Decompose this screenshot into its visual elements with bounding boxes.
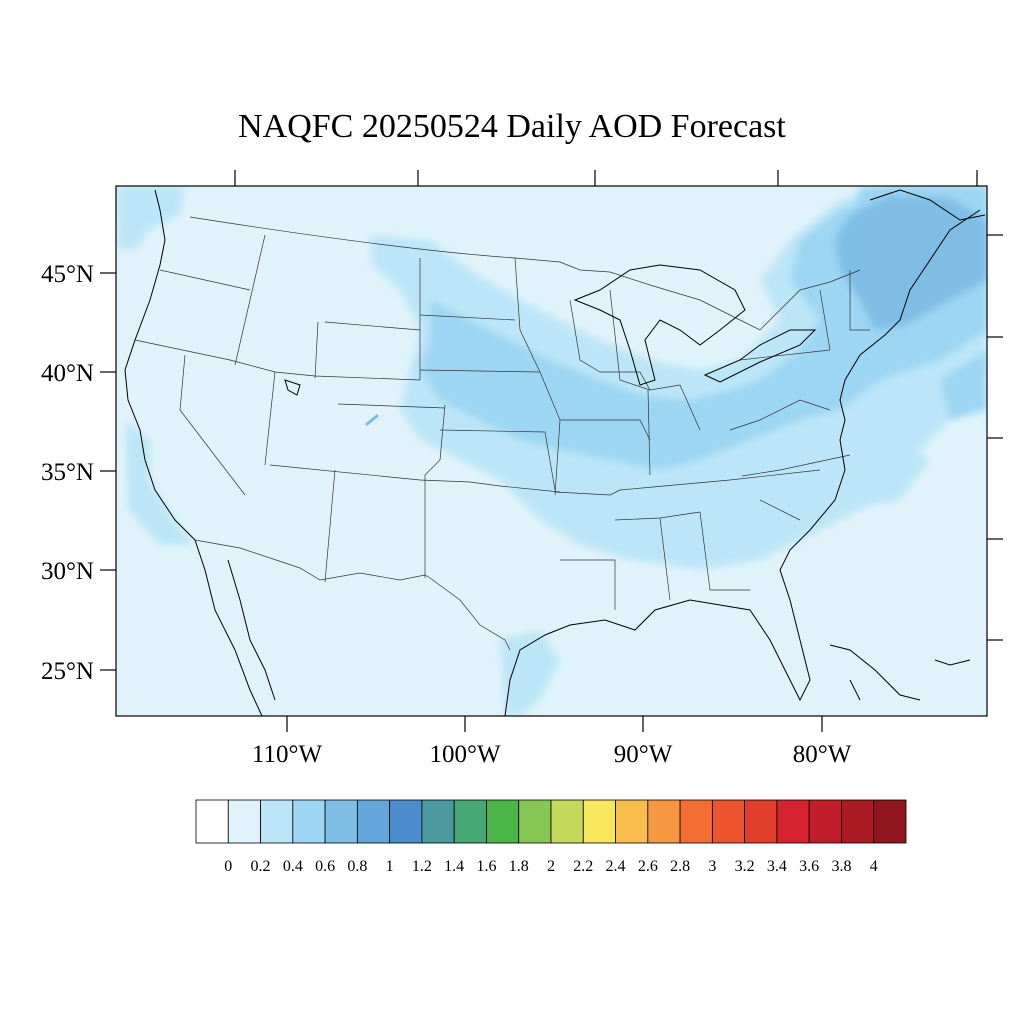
colorbar-swatch (679, 799, 713, 844)
colorbar-label: 3.2 (735, 858, 755, 875)
map-frame (115, 185, 988, 717)
colorbar-label: 0 (224, 858, 232, 875)
colorbar-swatch (453, 799, 487, 844)
right-ticks (987, 234, 1003, 641)
colorbar-swatch (389, 799, 423, 844)
colorbar-swatch (486, 799, 520, 844)
colorbar: 0 0.2 0.4 0.6 0.8 1 1.2 1.4 1.6 1.8 2 2.2 2.4 2.6 2.8 3… (195, 799, 907, 875)
lon-label: 80°W (793, 741, 852, 768)
colorbar-label: 1.8 (509, 858, 529, 875)
map-panel (116, 186, 987, 716)
colorbar-label: 1.2 (412, 858, 432, 875)
colorbar-swatch (550, 799, 584, 844)
colorbar-swatch (292, 799, 326, 844)
colorbar-label: 3.6 (799, 858, 819, 875)
colorbar-label: 2.2 (573, 858, 593, 875)
colorbar-label: 2.8 (670, 858, 690, 875)
colorbar-swatch (421, 799, 455, 844)
colorbar-label: 1 (386, 858, 394, 875)
colorbar-label: 3 (708, 858, 716, 875)
colorbar-swatch (195, 799, 229, 844)
colorbar-label: 2.6 (638, 858, 658, 875)
colorbar-swatch (647, 799, 681, 844)
lat-label: 35°N (41, 459, 94, 486)
aod-plume-streak (365, 413, 379, 427)
colorbar-label: 0.2 (251, 858, 271, 875)
colorbar-swatch (841, 799, 875, 844)
colorbar-label: 0.4 (283, 858, 303, 875)
colorbar-swatch (518, 799, 552, 844)
top-ticks (234, 170, 978, 186)
colorbar-swatch (582, 799, 616, 844)
colorbar-label: 1.4 (444, 858, 464, 875)
longitude-labels: 110°W 100°W 90°W 80°W (252, 741, 852, 768)
colorbar-swatch (227, 799, 261, 844)
aod-contour-0.6-0.8 (835, 195, 987, 330)
lat-label: 40°N (41, 360, 94, 387)
colorbar-swatch (260, 799, 294, 844)
colorbar-swatch (711, 799, 746, 844)
colorbar-label: 0.6 (315, 858, 335, 875)
colorbar-label: 0.8 (347, 858, 367, 875)
colorbar-label: 2.4 (606, 858, 626, 875)
colorbar-label: 3.4 (767, 858, 787, 875)
colorbar-label: 2 (547, 858, 555, 875)
colorbar-swatch (776, 799, 810, 844)
colorbar-swatch (356, 799, 391, 844)
left-ticks (100, 272, 116, 671)
lon-label: 110°W (252, 741, 323, 768)
colorbar-label: 1.6 (476, 858, 496, 875)
colorbar-swatch (744, 799, 778, 844)
lon-label: 90°W (614, 741, 673, 768)
lat-label: 25°N (41, 658, 94, 685)
map-title: NAQFC 20250524 Daily AOD Forecast (238, 108, 786, 145)
colorbar-label: 4 (870, 858, 878, 875)
colorbar-swatch (324, 799, 358, 844)
lon-label: 100°W (429, 741, 500, 768)
colorbar-swatch (873, 799, 907, 844)
coastlines (124, 189, 986, 716)
political-boundaries (134, 216, 870, 651)
lat-label: 30°N (41, 558, 94, 585)
colorbar-swatch (808, 799, 842, 844)
colorbar-swatch (615, 799, 649, 844)
latitude-labels: 45°N 40°N 35°N 30°N 25°N (41, 261, 94, 685)
colorbar-label: 3.8 (831, 858, 851, 875)
lat-label: 45°N (41, 261, 94, 288)
bottom-ticks (286, 716, 823, 732)
